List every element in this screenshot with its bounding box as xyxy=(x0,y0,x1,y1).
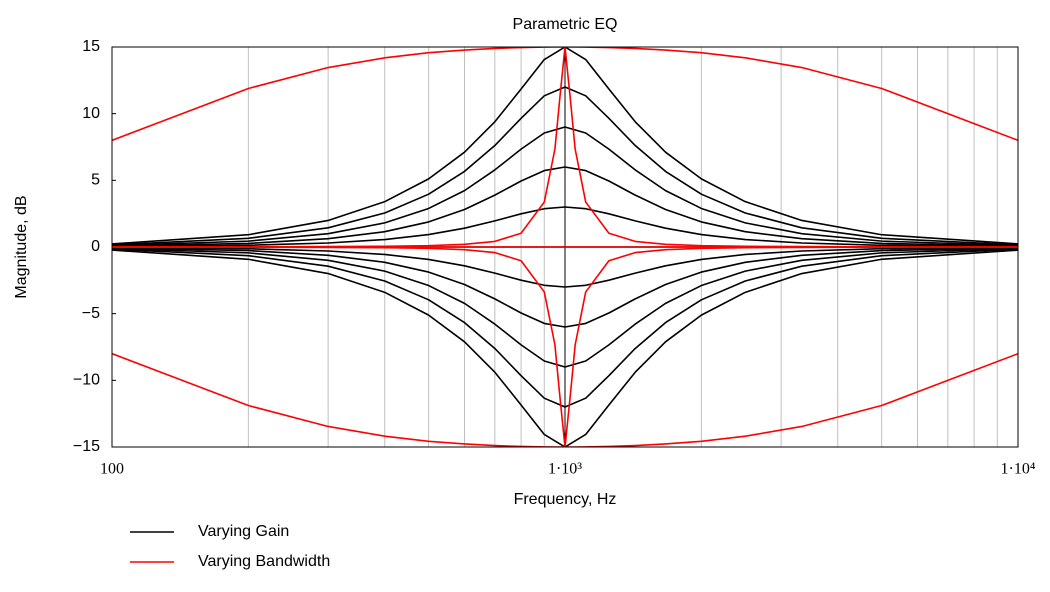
curve xyxy=(112,246,1018,288)
curve xyxy=(112,126,1018,247)
x-tick-label: 1·10⁴ xyxy=(1001,461,1036,478)
curve xyxy=(112,247,1018,368)
curve xyxy=(112,206,1018,248)
tick-labels: 100 1·10³ 1·10⁴ −15 −10 −5 0 5 10 15 xyxy=(73,38,1036,477)
y-tick-label: −15 xyxy=(73,438,100,455)
curve xyxy=(112,249,1018,447)
legend-label: Varying Gain xyxy=(198,523,289,540)
plot-area xyxy=(112,47,1018,447)
legend: Varying Gain Varying Bandwidth xyxy=(130,523,330,570)
curve xyxy=(112,248,1018,408)
y-tick-label: 10 xyxy=(82,105,100,122)
y-tick-label: −10 xyxy=(73,372,100,389)
x-tick-label: 100 xyxy=(100,461,124,478)
chart-title: Parametric EQ xyxy=(513,16,618,33)
curve xyxy=(112,47,1018,248)
y-tick-label: 0 xyxy=(91,238,100,255)
x-axis-label: Frequency, Hz xyxy=(514,491,617,508)
plot-frame xyxy=(111,46,1019,448)
y-tick-label: −5 xyxy=(82,305,100,322)
y-tick-label: 15 xyxy=(82,38,100,55)
curve xyxy=(112,86,1018,246)
y-tick-label: 5 xyxy=(91,172,100,189)
legend-label: Varying Bandwidth xyxy=(198,553,330,570)
y-axis-label: Magnitude, dB xyxy=(13,195,30,298)
curve xyxy=(112,247,1018,328)
curve xyxy=(112,47,1018,245)
curve xyxy=(112,47,1018,142)
curve xyxy=(112,246,1018,447)
x-tick-label: 1·10³ xyxy=(548,461,582,478)
curve xyxy=(112,352,1018,447)
curve xyxy=(112,166,1018,247)
